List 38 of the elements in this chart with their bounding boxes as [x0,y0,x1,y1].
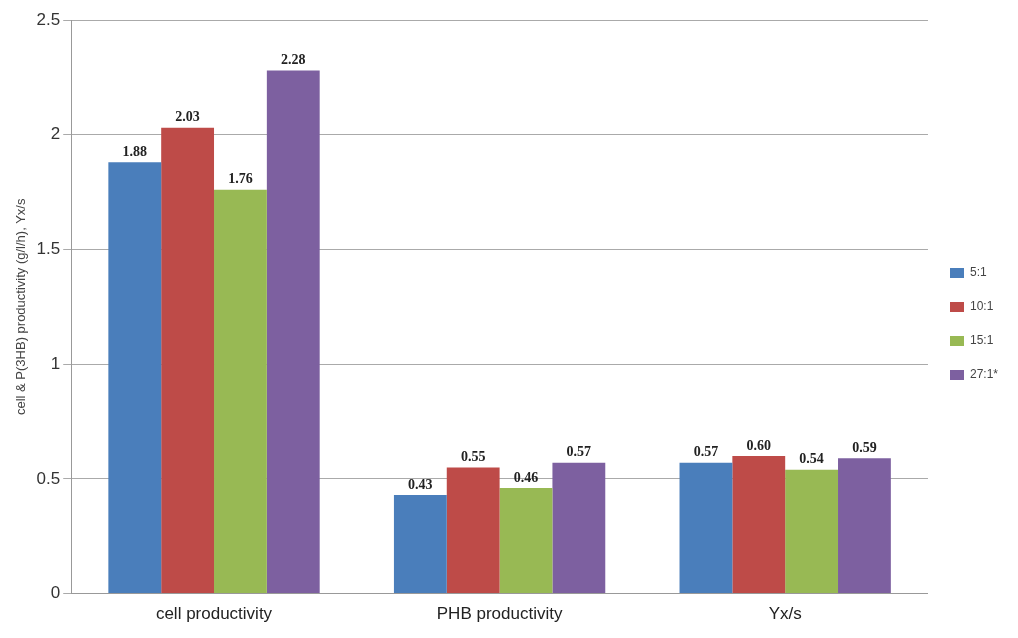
data-label: 0.55 [460,449,486,465]
data-label: 0.57 [566,444,592,460]
data-label: 0.57 [693,444,719,460]
x-tick-label: PHB productivity [436,604,563,624]
bar [732,455,786,594]
data-label: 1.88 [122,143,148,159]
bar [838,458,891,594]
data-label: 2.28 [281,52,306,68]
bar [679,462,733,594]
y-tick-label: 0.5 [36,468,61,488]
y-tick-label: 2 [50,124,61,144]
legend-label: 5:1 [969,265,987,280]
y-tick-label: 1 [50,353,61,373]
data-label: 0.59 [852,439,877,455]
bar [552,462,606,594]
data-label: 0.46 [513,469,539,485]
y-tick-label: 2.5 [36,9,61,29]
y-tick-label: 1.5 [36,239,61,259]
data-label: 0.54 [799,451,824,467]
bar [108,162,162,594]
data-label: 1.76 [228,171,253,187]
bar [446,467,500,594]
x-tick-label: Yx/s [768,604,802,624]
x-tick-label: cell productivity [155,604,273,624]
legend-label: 27:1* [969,367,999,382]
bar [214,189,267,594]
bar [393,494,447,594]
y-tick-label: 0 [50,583,61,603]
bar [499,488,553,594]
bar [161,127,215,594]
y-axis-title: cell & P(3HB) productivity (g/l/h), Yx/s [13,198,29,416]
legend-label: 15:1 [969,333,994,348]
bar [785,469,839,594]
data-label: 2.03 [175,109,200,125]
legend-label: 10:1 [969,299,994,314]
data-label: 0.60 [746,437,772,453]
data-label: 0.43 [408,476,433,492]
bar [266,70,320,594]
